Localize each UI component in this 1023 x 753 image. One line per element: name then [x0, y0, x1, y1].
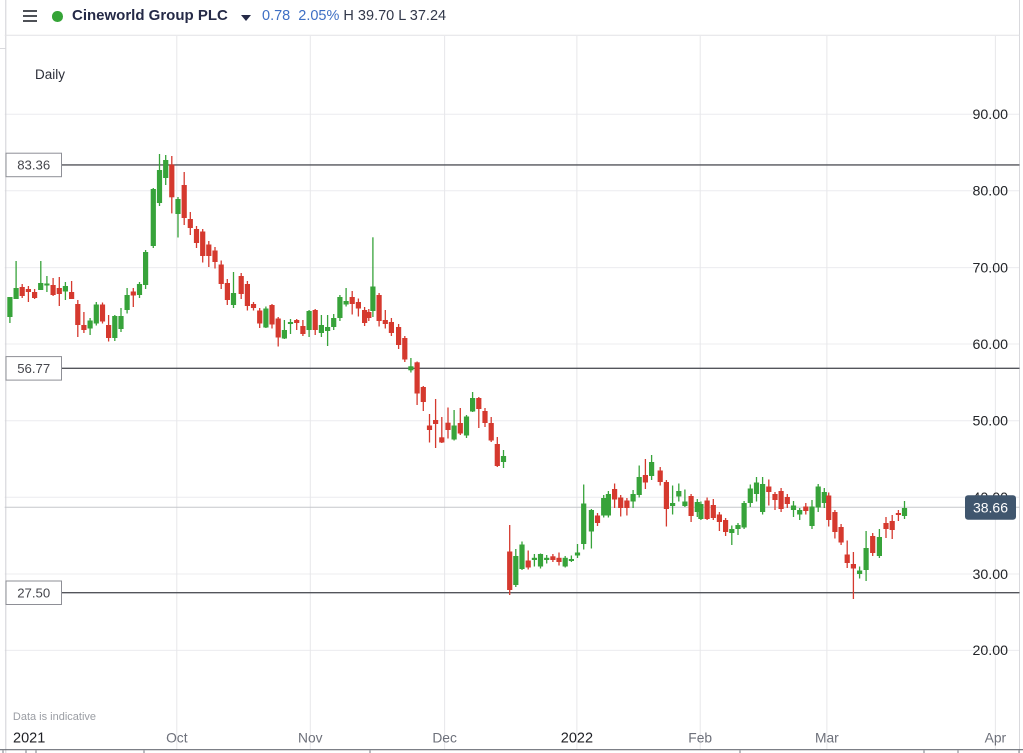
svg-text:Nov: Nov [298, 731, 323, 746]
svg-text:83.36: 83.36 [17, 158, 50, 173]
svg-text:Daily: Daily [35, 67, 65, 82]
svg-text:50.00: 50.00 [972, 414, 1008, 430]
svg-text:80.00: 80.00 [972, 184, 1008, 200]
svg-text:Mar: Mar [815, 731, 839, 746]
svg-text:20.00: 20.00 [972, 643, 1008, 659]
svg-text:30.00: 30.00 [972, 567, 1008, 583]
svg-text:70.00: 70.00 [972, 260, 1008, 276]
svg-text:Oct: Oct [166, 731, 188, 746]
svg-text:Feb: Feb [688, 731, 712, 746]
svg-text:60.00: 60.00 [972, 337, 1008, 353]
svg-text:38.66: 38.66 [973, 499, 1008, 515]
svg-text:2022: 2022 [561, 731, 593, 747]
svg-text:Apr: Apr [985, 731, 1007, 746]
svg-text:27.50: 27.50 [17, 585, 50, 600]
svg-text:2021: 2021 [13, 731, 45, 747]
svg-text:Data is indicative: Data is indicative [13, 711, 96, 723]
svg-text:56.77: 56.77 [17, 361, 50, 376]
svg-text:Dec: Dec [432, 731, 457, 746]
svg-text:90.00: 90.00 [972, 107, 1008, 123]
